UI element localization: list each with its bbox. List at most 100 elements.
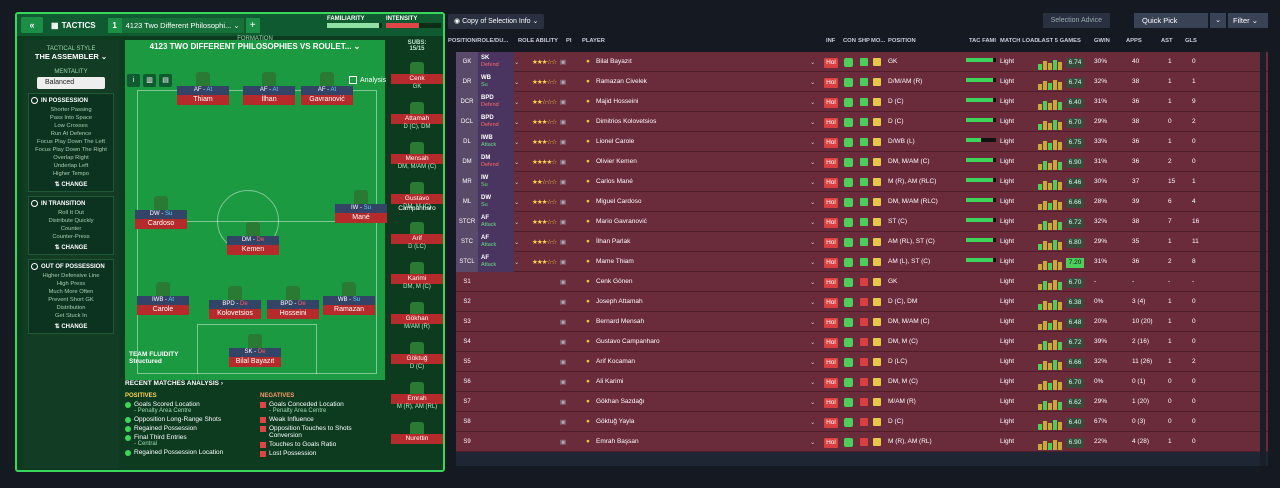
- sub-player[interactable]: Gustavo Campanharo DM, M (C): [389, 182, 443, 212]
- chevron-down-icon[interactable]: ⌄: [810, 99, 816, 106]
- player-name[interactable]: Lionel Carole: [596, 138, 635, 145]
- info-icon[interactable]: i: [127, 74, 140, 87]
- player-name[interactable]: Ali Karimi: [596, 378, 624, 385]
- sub-player[interactable]: Arif D (LC): [389, 222, 443, 250]
- table-row[interactable]: DM DM Defend ⌄ ★★★★☆ ▣ ● Olivier Kemen ⌄ Hol DM, M…: [456, 152, 1268, 172]
- table-row[interactable]: S4 ▣ ● Gustavo Campanharo ⌄ Hol DM, M (C) Light…: [456, 332, 1268, 352]
- change-transition-button[interactable]: ⇅ CHANGE: [54, 245, 88, 251]
- table-row[interactable]: STC AF Attack ⌄ ★★★☆☆ ▣ ● İlhan Parlak ⌄ Hol AM (R…: [456, 232, 1268, 252]
- sub-player[interactable]: Göktuğ D (C): [389, 342, 443, 370]
- row-role[interactable]: [478, 412, 514, 432]
- player-role[interactable]: AF - At: [301, 86, 353, 95]
- player-name[interactable]: Carlos Mané: [596, 178, 633, 185]
- chevron-down-icon[interactable]: ⌄: [810, 279, 816, 286]
- sub-player[interactable]: Emrah M (R), AM (RL): [389, 382, 443, 410]
- chevron-down-icon[interactable]: ⌄: [810, 199, 816, 206]
- table-row[interactable]: DR WB Su ⌄ ★★★☆☆ ▣ ● Ramazan Civelek ⌄ Hol D/M/AM …: [456, 72, 1268, 92]
- player-name[interactable]: Cenk Gönen: [596, 278, 633, 285]
- add-tactic-button[interactable]: +: [245, 17, 260, 33]
- table-row[interactable]: STCR AF Attack ⌄ ★★★☆☆ ▣ ● Mario Gavranović ⌄ Hol…: [456, 212, 1268, 232]
- pitch-player[interactable]: SK - De Bilal Bayazıt: [229, 334, 281, 367]
- table-row[interactable]: S6 ▣ ● Ali Karimi ⌄ Hol DM, M (C) Light 6.70 0% 0 …: [456, 372, 1268, 392]
- chevron-down-icon[interactable]: ⌄: [810, 159, 816, 166]
- pi-icon[interactable]: ▣: [560, 179, 567, 186]
- pitch-player[interactable]: AF - At İlhan: [243, 72, 295, 105]
- chevron-down-icon[interactable]: ⌄: [514, 159, 520, 166]
- player-name[interactable]: Joseph Attamah: [596, 298, 643, 305]
- player-role[interactable]: AF - At: [177, 86, 229, 95]
- pitch-player[interactable]: BPD - De Kolovetsios: [209, 286, 261, 319]
- player-name[interactable]: Gustavo Campanharo: [596, 338, 660, 345]
- player-name[interactable]: Dimitrios Kolovetsios: [596, 118, 657, 125]
- table-row[interactable]: S2 ▣ ● Joseph Attamah ⌄ Hol D (C), DM Light 6.38…: [456, 292, 1268, 312]
- chevron-down-icon[interactable]: ⌄: [810, 79, 816, 86]
- sub-player[interactable]: Nurettin: [389, 422, 443, 444]
- sub-player[interactable]: Gökhan M/AM (R): [389, 302, 443, 330]
- pitch-player[interactable]: AF - At Gavranović: [301, 72, 353, 105]
- player-role[interactable]: IWB - At: [137, 296, 189, 305]
- checkbox[interactable]: [349, 76, 357, 84]
- analysis-toggle[interactable]: Analysis: [349, 76, 386, 84]
- pi-icon[interactable]: ▣: [560, 339, 567, 346]
- filter-button[interactable]: Filter ⌄: [1228, 13, 1268, 28]
- table-row[interactable]: S7 ▣ ● Gökhan Sazdağı ⌄ Hol M/AM (R) Light 6.62 2…: [456, 392, 1268, 412]
- player-name[interactable]: İlhan Parlak: [596, 238, 631, 245]
- chevron-down-icon[interactable]: ⌄: [514, 219, 520, 226]
- tactic-select[interactable]: 4123 Two Different Philosophi... ⌄: [121, 17, 244, 33]
- chevron-down-icon[interactable]: ⌄: [514, 179, 520, 186]
- quick-pick-chevron-icon[interactable]: ⌄: [1210, 13, 1226, 28]
- row-role[interactable]: AF Attack: [478, 252, 514, 272]
- chevron-down-icon[interactable]: ⌄: [514, 59, 520, 66]
- table-row[interactable]: S3 ▣ ● Bernard Mensah ⌄ Hol DM, M/AM (C) Light 6…: [456, 312, 1268, 332]
- chevron-down-icon[interactable]: ⌄: [810, 179, 816, 186]
- table-row[interactable]: DCR BPD Defend ⌄ ★★☆☆☆ ▣ ● Majid Hosseini ⌄ Hol D …: [456, 92, 1268, 112]
- row-role[interactable]: [478, 352, 514, 372]
- chevron-down-icon[interactable]: ⌄: [810, 339, 816, 346]
- recent-matches-title[interactable]: RECENT MATCHES ANALYSIS ›: [125, 380, 223, 387]
- change-possession-button[interactable]: ⇅ CHANGE: [54, 182, 88, 188]
- row-role[interactable]: DM Defend: [478, 152, 514, 172]
- pi-icon[interactable]: ▣: [560, 59, 567, 66]
- mentality-select[interactable]: Balanced: [37, 77, 105, 89]
- player-name[interactable]: Gökhan Sazdağı: [596, 398, 645, 405]
- pi-icon[interactable]: ▣: [560, 219, 567, 226]
- pi-icon[interactable]: ▣: [560, 359, 567, 366]
- row-role[interactable]: WB Su: [478, 72, 514, 92]
- scrollbar[interactable]: [1260, 52, 1266, 466]
- player-name[interactable]: Mame Thiam: [596, 258, 634, 265]
- player-name[interactable]: Miguel Cardoso: [596, 198, 642, 205]
- player-name[interactable]: Olivier Kemen: [596, 158, 637, 165]
- chevron-down-icon[interactable]: ⌄: [810, 59, 816, 66]
- chevron-down-icon[interactable]: ⌄: [514, 259, 520, 266]
- pi-icon[interactable]: ▣: [560, 379, 567, 386]
- player-name[interactable]: Emrah Başsan: [596, 438, 639, 445]
- player-name[interactable]: Bilal Bayazıt: [596, 58, 632, 65]
- table-row[interactable]: ML DW Su ⌄ ★★★☆☆ ▣ ● Miguel Cardoso ⌄ Hol DM, M/AM…: [456, 192, 1268, 212]
- chevron-down-icon[interactable]: ⌄: [810, 119, 816, 126]
- pi-icon[interactable]: ▣: [560, 159, 567, 166]
- player-name[interactable]: Ramazan Civelek: [596, 78, 647, 85]
- pi-icon[interactable]: ▣: [560, 79, 567, 86]
- pi-icon[interactable]: ▣: [560, 239, 567, 246]
- player-role[interactable]: WB - Su: [323, 296, 375, 305]
- pi-icon[interactable]: ▣: [560, 199, 567, 206]
- chevron-down-icon[interactable]: ⌄: [514, 139, 520, 146]
- selection-advice-button[interactable]: Selection Advice: [1042, 13, 1110, 28]
- pi-icon[interactable]: ▣: [560, 399, 567, 406]
- player-role[interactable]: SK - De: [229, 348, 281, 357]
- table-row[interactable]: S8 ▣ ● Göktuğ Yayla ⌄ Hol D (C) Light 6.40 67% 0 (…: [456, 412, 1268, 432]
- chevron-down-icon[interactable]: ⌄: [810, 219, 816, 226]
- pi-icon[interactable]: ▣: [560, 319, 567, 326]
- chevron-down-icon[interactable]: ⌄: [810, 139, 816, 146]
- table-row[interactable]: S5 ▣ ● Arif Kocaman ⌄ Hol D (LC) Light 6.66 32% 11…: [456, 352, 1268, 372]
- player-name[interactable]: Majid Hosseini: [596, 98, 639, 105]
- sub-player[interactable]: Mensah DM, M/AM (C): [389, 142, 443, 170]
- row-role[interactable]: [478, 392, 514, 412]
- pitch-player[interactable]: WB - Su Ramazan: [323, 282, 375, 315]
- table-row[interactable]: MR IW Su ⌄ ★★☆☆☆ ▣ ● Carlos Mané ⌄ Hol M (R), AM (…: [456, 172, 1268, 192]
- table-row[interactable]: DL IWB Attack ⌄ ★★★☆☆ ▣ ● Lionel Carole ⌄ Hol D/WB…: [456, 132, 1268, 152]
- player-role[interactable]: IW - Su: [335, 204, 387, 213]
- player-role[interactable]: BPD - De: [267, 300, 319, 309]
- row-role[interactable]: DW Su: [478, 192, 514, 212]
- pi-icon[interactable]: ▣: [560, 119, 567, 126]
